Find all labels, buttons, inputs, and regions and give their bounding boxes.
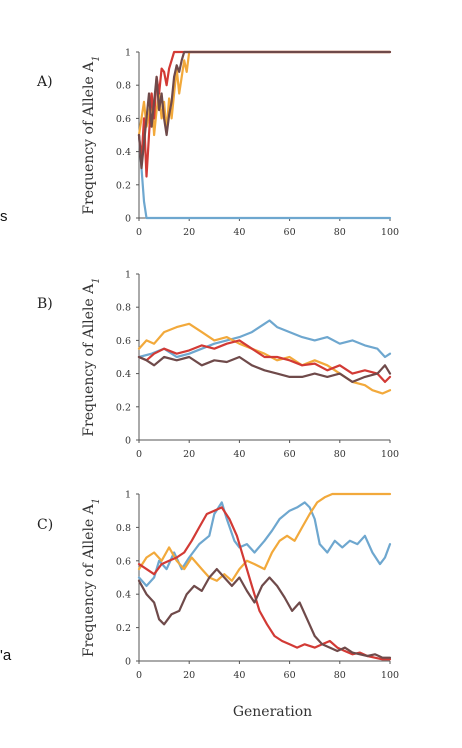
y-axis-label-text: Frequency of Allele A (81, 61, 97, 215)
series-line-2 (137, 50, 392, 137)
y-tick-label: 0.2 (116, 402, 131, 413)
x-tick-label: 100 (381, 227, 399, 238)
x-tick-label: 80 (334, 449, 346, 460)
x-tick-label: 20 (183, 449, 195, 460)
y-tick-label: 0.4 (116, 147, 131, 158)
x-tick-label: 20 (183, 227, 195, 238)
y-axis-label: Frequency of Allele A1 (81, 277, 102, 436)
x-tick-label: 80 (334, 227, 346, 238)
x-tick-label: 60 (284, 449, 296, 460)
series-line-1 (137, 133, 392, 220)
x-tick-label: 0 (136, 449, 142, 460)
y-tick-label: 1 (125, 490, 131, 501)
series-line-3 (137, 506, 392, 661)
series-line-2 (137, 492, 392, 582)
x-tick-label: 80 (334, 670, 346, 681)
y-axis-label: Frequency of Allele A1 (81, 55, 102, 214)
chart-panel-a: 0 0.2 0.4 0.6 0.8 1 0 20 40 60 80 100 Frequency of A… (36, 48, 399, 239)
chart-panel-b: 0 0.2 0.4 0.6 0.8 1 0 20 40 60 80 100 Frequency of A… (37, 270, 399, 461)
series-line-1 (137, 501, 392, 587)
y-tick-label: 0.8 (116, 81, 131, 92)
x-tick-label: 40 (233, 449, 245, 460)
series-line-4 (137, 50, 392, 170)
x-tick-label: 20 (183, 670, 195, 681)
y-axis-label-text: Frequency of Allele A (81, 283, 97, 437)
y-tick-label: 0.6 (116, 556, 131, 567)
y-tick-label: 0.4 (116, 590, 131, 601)
series-line-2 (137, 322, 392, 395)
x-tick-label: 60 (284, 227, 296, 238)
series-line-4 (137, 568, 392, 659)
edge-text-fragment: s (0, 208, 8, 225)
x-tick-label: 40 (233, 670, 245, 681)
y-tick-label: 0 (125, 214, 131, 225)
y-tick-label: 0.2 (116, 180, 131, 191)
panel-label: A) (36, 74, 53, 90)
y-tick-label: 0.6 (116, 114, 131, 125)
y-axis-label-text: Frequency of Allele A (81, 503, 97, 657)
y-tick-label: 0 (125, 436, 131, 447)
y-axis-label-subscript: 1 (91, 55, 102, 61)
y-tick-label: 1 (125, 270, 131, 281)
x-tick-label: 100 (381, 449, 399, 460)
x-tick-label: 40 (233, 227, 245, 238)
panel-label: B) (37, 296, 53, 312)
series-line-1 (137, 319, 392, 359)
y-tick-label: 0.8 (116, 303, 131, 314)
y-axis-label-subscript: 1 (91, 277, 102, 283)
x-tick-label: 60 (284, 670, 296, 681)
x-tick-label: 0 (136, 670, 142, 681)
x-axis-label: Generation (233, 704, 312, 720)
series-line-3 (137, 339, 392, 383)
panel-label: C) (37, 517, 53, 533)
y-tick-label: 0.6 (116, 336, 131, 347)
y-tick-label: 0.2 (116, 623, 131, 634)
y-tick-label: 0.4 (116, 369, 131, 380)
x-tick-label: 0 (136, 227, 142, 238)
y-axis-label-subscript: 1 (91, 498, 102, 504)
y-tick-label: 0 (125, 657, 131, 668)
y-tick-label: 1 (125, 48, 131, 59)
y-tick-label: 0.8 (116, 523, 131, 534)
y-axis-label: Frequency of Allele A1 (81, 498, 102, 657)
edge-text-fragment: 'a (0, 647, 12, 664)
series-line-4 (137, 355, 392, 383)
x-tick-label: 100 (381, 670, 399, 681)
chart-panel-c: 0 0.2 0.4 0.6 0.8 1 0 20 40 60 80 100 Frequency of A… (37, 490, 399, 721)
